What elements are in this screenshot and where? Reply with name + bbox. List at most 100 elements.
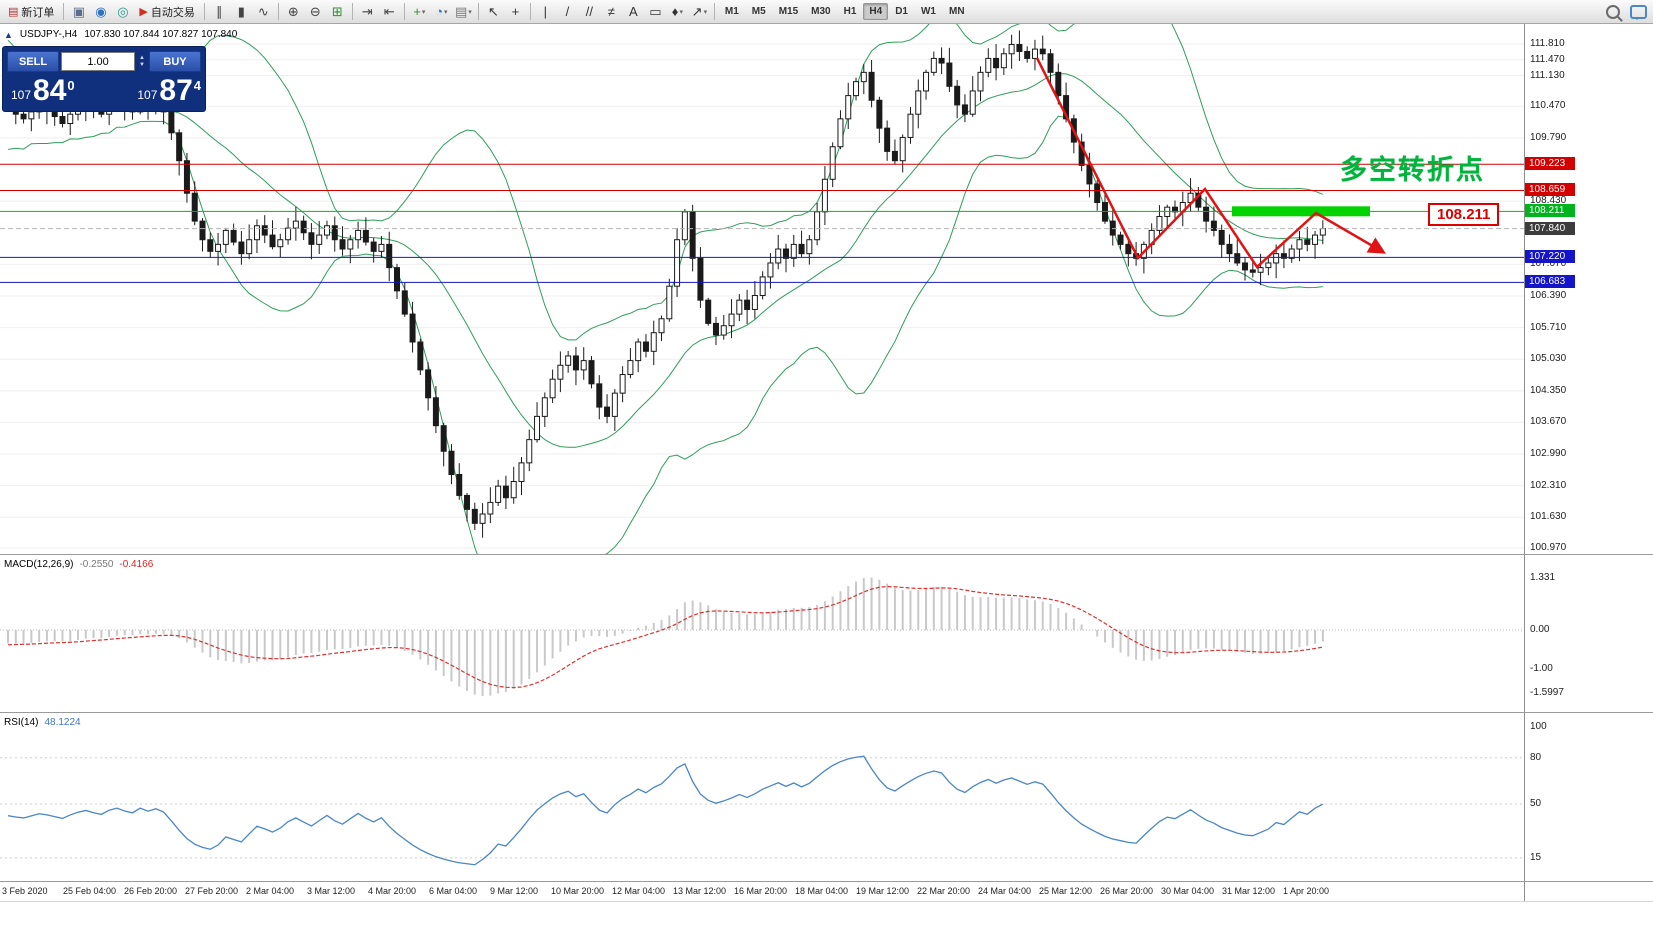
bars-style-icon[interactable]: ∥ <box>209 2 230 22</box>
macd-histogram-bar <box>178 630 181 639</box>
volume-up-icon[interactable]: ▲ <box>139 54 145 61</box>
candle <box>541 392 548 427</box>
timeframe-button-m5[interactable]: M5 <box>751 6 766 17</box>
chat-icon[interactable] <box>1630 5 1647 20</box>
timeframe-button-w1[interactable]: W1 <box>920 6 936 17</box>
timeframe-button-m30[interactable]: M30 <box>811 6 831 17</box>
auto-trading-button: ▶ <box>139 6 148 18</box>
channel-icon: // <box>585 4 593 19</box>
macd-histogram-bar <box>808 607 811 630</box>
vertical-line-icon[interactable]: | <box>535 2 556 22</box>
candle <box>650 320 657 366</box>
price-axis-label: 106.390 <box>1530 289 1567 301</box>
timeframe-button-d1[interactable]: D1 <box>895 6 908 17</box>
text-icon[interactable]: A <box>623 2 644 22</box>
panel-separator[interactable] <box>0 554 1653 555</box>
candle <box>876 96 883 143</box>
macd-histogram-bar <box>489 630 492 696</box>
macd-histogram-bar <box>520 630 523 685</box>
panel-separator[interactable] <box>0 712 1653 713</box>
candles-style-icon[interactable]: ▮ <box>231 2 252 22</box>
macd-histogram-bar <box>1282 630 1285 652</box>
macd-histogram-bar <box>528 630 531 679</box>
arrows-button[interactable]: ↗ ▾ <box>689 2 710 22</box>
charts-window-icon[interactable]: ▣ <box>68 2 89 22</box>
period-button[interactable]: ◔ ▾ <box>431 2 452 22</box>
support-zone-rectangle[interactable] <box>1232 206 1370 217</box>
trendline-icon[interactable]: / <box>557 2 578 22</box>
new-order-button-label: 新订单 <box>21 6 55 19</box>
search-icon[interactable] <box>1606 5 1620 19</box>
candle <box>572 346 579 386</box>
candle <box>1109 208 1116 246</box>
channel-icon[interactable]: // <box>579 2 600 22</box>
auto-trading-button[interactable]: ▶ 自动交易 <box>134 2 199 22</box>
rsi-axis-label: 80 <box>1530 751 1542 763</box>
volume-input[interactable]: 1.00 <box>61 52 136 71</box>
macd-signal-line <box>7 585 1323 689</box>
macd-histogram-bar <box>287 630 290 658</box>
macd-panel: MACD(12,26,9) -0.2550 -0.4166 <box>0 555 1524 712</box>
templates-button: ▤ <box>454 3 468 19</box>
line-style-icon[interactable]: ∿ <box>253 2 274 22</box>
time-label: 27 Feb 20:00 <box>185 886 239 896</box>
add-indicator-button: + <box>413 4 421 19</box>
candle <box>821 166 828 226</box>
macd-histogram-bar <box>1018 598 1021 630</box>
timeframe-button-m15[interactable]: M15 <box>778 6 799 17</box>
community-icon[interactable]: ◎ <box>112 2 133 22</box>
macd-histogram-bar <box>357 630 360 647</box>
new-order-button[interactable]: ▤ 新订单 <box>3 2 59 22</box>
sell-button[interactable]: SELL <box>7 51 59 72</box>
macd-histogram-bar <box>932 587 935 630</box>
trend-zigzag-annotation[interactable] <box>1035 57 1387 269</box>
price-axis[interactable]: 111.810 111.470 111.130 110.470 109.790 108.4… <box>1524 24 1653 901</box>
auto-scroll-icon[interactable]: ⇥ <box>357 2 378 22</box>
candle <box>938 47 945 75</box>
profile-icon[interactable]: ◉ <box>90 2 111 22</box>
macd-histogram-bar <box>1181 630 1184 653</box>
macd-histogram-bar <box>1119 630 1122 653</box>
time-axis[interactable]: 3 Feb 2020 25 Feb 04:00 26 Feb 20:00 27 Feb… <box>0 882 1524 901</box>
label-icon[interactable]: ▭ <box>645 2 666 22</box>
macd-histogram-bar <box>1103 630 1106 643</box>
macd-histogram-bar <box>940 586 943 630</box>
timeframe-button-h1[interactable]: H1 <box>843 6 857 17</box>
fibonacci-icon[interactable]: ≠ <box>601 2 622 22</box>
macd-histogram-bar <box>792 607 795 630</box>
volume-stepper[interactable]: ▲ ▼ <box>137 55 147 69</box>
buy-button[interactable]: BUY <box>149 51 201 72</box>
candle <box>923 69 930 100</box>
add-indicator-button[interactable]: + ▾ <box>409 2 430 22</box>
macd-histogram-bar <box>224 630 227 661</box>
macd-histogram-bar <box>1142 630 1145 661</box>
zoom-in-icon[interactable]: ⊕ <box>283 2 304 22</box>
macd-histogram-bar <box>1065 612 1068 630</box>
candle <box>176 129 183 176</box>
panel-separator[interactable] <box>0 881 1653 882</box>
toolbar-separator <box>351 3 353 20</box>
candle <box>985 48 992 78</box>
templates-button[interactable]: ▤ ▾ <box>453 2 474 22</box>
macd-histogram-bar <box>971 596 974 630</box>
shapes-button[interactable]: ♦ ▾ <box>667 2 688 22</box>
level-annotation-box[interactable]: 108.211 <box>1428 203 1500 226</box>
macd-histogram-bar <box>847 586 850 630</box>
collapse-panel-icon[interactable]: ▲ <box>4 29 13 40</box>
chart-shift-icon[interactable]: ⇤ <box>379 2 400 22</box>
candle <box>316 221 323 254</box>
candle <box>604 394 611 424</box>
text-icon: A <box>629 4 638 19</box>
macd-histogram-bar <box>240 630 243 664</box>
candle <box>59 110 66 128</box>
volume-down-icon[interactable]: ▼ <box>139 61 145 68</box>
cursor-icon[interactable]: ↖ <box>483 2 504 22</box>
zoom-out-icon[interactable]: ⊖ <box>305 2 326 22</box>
timeframe-button-m1[interactable]: M1 <box>724 6 739 17</box>
timeframe-button-mn[interactable]: MN <box>948 6 965 17</box>
candlestick-chart[interactable] <box>0 24 1524 554</box>
timeframe-button-h4[interactable]: H4 <box>863 3 889 20</box>
crosshair-icon[interactable]: + <box>505 2 526 22</box>
tile-windows-icon[interactable]: ⊞ <box>327 2 348 22</box>
